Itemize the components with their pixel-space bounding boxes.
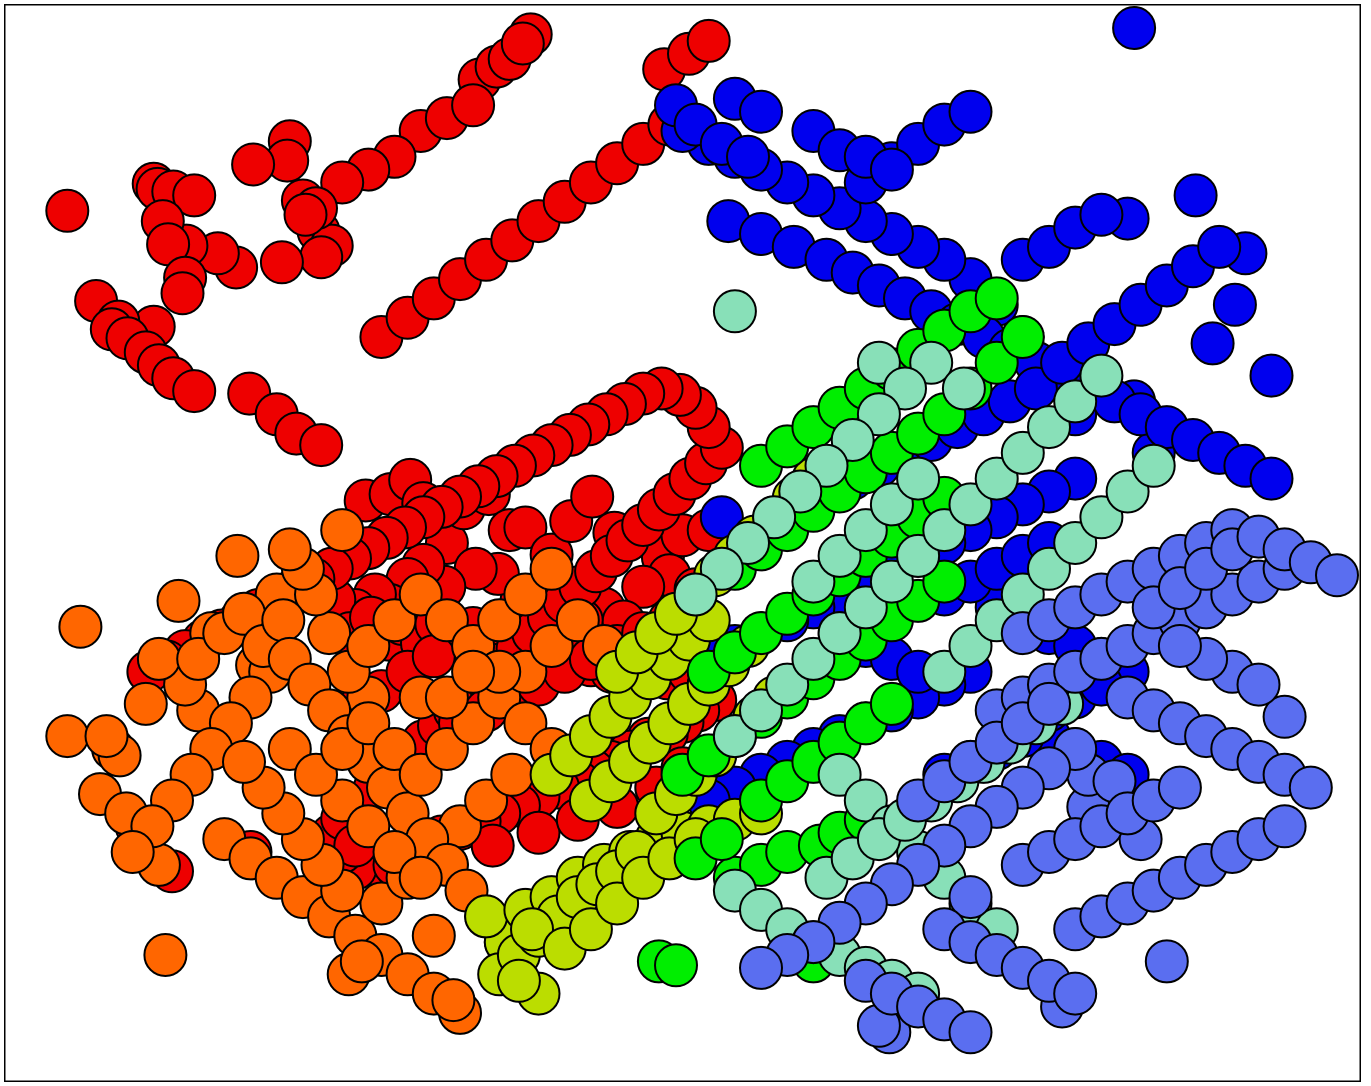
- scatter-point: [1112, 6, 1157, 50]
- scatter-point: [222, 739, 266, 784]
- scatter-point: [58, 604, 103, 649]
- scatter-point: [570, 474, 615, 519]
- scatter-point: [1212, 282, 1257, 327]
- scatter-point: [307, 611, 352, 656]
- scatter-point: [136, 636, 181, 681]
- scatter-point: [739, 89, 783, 134]
- scatter-point: [261, 598, 306, 643]
- scatter-point: [948, 875, 993, 920]
- scatter-point: [739, 945, 783, 990]
- scatter-point: [299, 235, 344, 280]
- scatter-point: [1249, 353, 1294, 398]
- scatter-point: [974, 276, 1019, 321]
- scatter-point: [516, 810, 561, 855]
- scatter-point: [1053, 971, 1098, 1016]
- scatter-point: [1262, 804, 1307, 849]
- scatter-point: [941, 366, 986, 411]
- scatter-point: [143, 933, 188, 977]
- scatter-point: [1262, 694, 1307, 739]
- scatter-point: [1197, 224, 1242, 269]
- scatter-point: [123, 681, 168, 726]
- scatter-point: [1190, 321, 1235, 366]
- scatter-point: [686, 18, 731, 63]
- scatter-point: [1079, 192, 1124, 237]
- scatter-point: [215, 533, 260, 578]
- scatter-plot: [4, 4, 1361, 1082]
- scatter-point: [1144, 939, 1189, 984]
- scatter-point: [503, 505, 548, 550]
- scatter-plot-canvas: [4, 4, 1361, 1082]
- scatter-point: [172, 369, 217, 414]
- scatter-point: [451, 83, 496, 128]
- scatter-point: [496, 958, 541, 1003]
- scatter-point: [45, 714, 90, 759]
- scatter-point: [259, 240, 304, 285]
- scatter-point: [1000, 315, 1045, 359]
- scatter-point: [339, 939, 384, 984]
- scatter-point: [1315, 553, 1359, 598]
- scatter-point: [948, 1010, 993, 1055]
- scatter-point: [1288, 765, 1333, 810]
- scatter-point: [411, 913, 456, 958]
- scatter-point: [1027, 681, 1071, 726]
- scatter-point: [1249, 456, 1294, 501]
- points-layer: [45, 6, 1359, 1055]
- scatter-point: [398, 855, 443, 900]
- scatter-point: [45, 188, 90, 233]
- scatter-point: [160, 271, 205, 316]
- scatter-point: [869, 147, 914, 192]
- scatter-point: [673, 572, 718, 617]
- scatter-point: [529, 546, 574, 591]
- scatter-point: [283, 192, 328, 237]
- scatter-point: [621, 564, 666, 609]
- scatter-point: [267, 527, 312, 572]
- scatter-point: [1157, 765, 1202, 810]
- scatter-point: [896, 456, 941, 501]
- scatter-point: [1157, 624, 1202, 668]
- scatter-point: [84, 714, 129, 759]
- scatter-point: [726, 134, 770, 179]
- scatter-point: [451, 649, 496, 694]
- scatter-point: [1173, 173, 1218, 218]
- scatter-point: [869, 681, 914, 726]
- scatter-point: [654, 943, 698, 988]
- scatter-point: [1131, 443, 1176, 488]
- scatter-point: [110, 830, 155, 874]
- scatter-point: [464, 894, 509, 939]
- scatter-point: [320, 508, 365, 553]
- scatter-point: [490, 752, 535, 797]
- scatter-point: [712, 289, 757, 334]
- scatter-point: [1079, 353, 1124, 398]
- scatter-point: [500, 21, 545, 66]
- scatter-point: [699, 817, 744, 862]
- scatter-point: [431, 978, 476, 1023]
- scatter-point: [1236, 662, 1281, 707]
- scatter-point: [172, 173, 217, 218]
- scatter-point: [231, 142, 276, 187]
- scatter-point: [470, 823, 515, 868]
- scatter-point: [510, 907, 554, 952]
- scatter-point: [948, 89, 993, 134]
- scatter-point: [299, 423, 344, 468]
- scatter-point: [156, 578, 201, 623]
